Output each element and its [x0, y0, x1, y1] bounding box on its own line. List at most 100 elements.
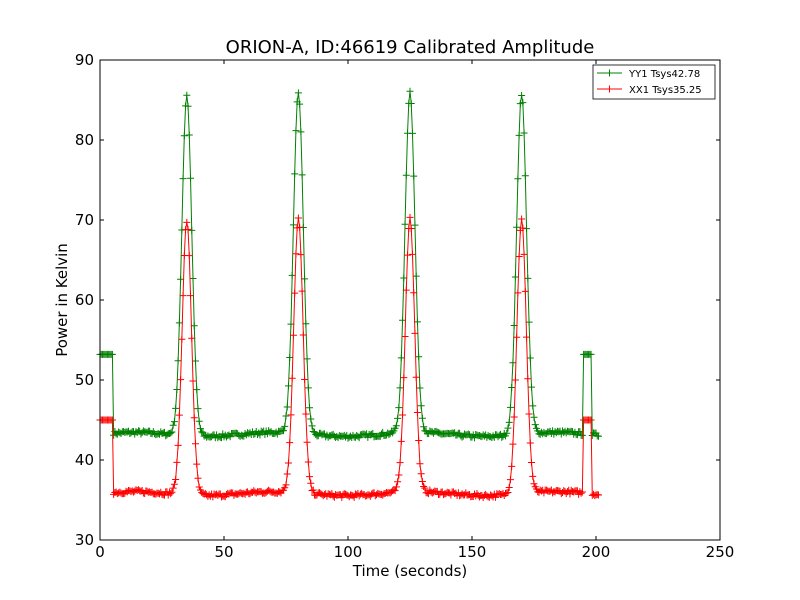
- y-tick-label: 40: [75, 451, 94, 469]
- data-point: [178, 335, 186, 343]
- plot-background: [100, 60, 720, 540]
- data-point: [531, 421, 539, 429]
- data-point: [173, 458, 181, 466]
- chart-title: ORION-A, ID:46619 Calibrated Amplitude: [226, 37, 595, 58]
- y-tick-label: 90: [75, 51, 94, 69]
- data-point: [594, 432, 602, 440]
- data-point: [175, 319, 183, 327]
- data-point: [514, 289, 522, 297]
- data-point: [506, 476, 514, 484]
- y-tick-label: 30: [75, 531, 94, 549]
- data-point: [309, 486, 317, 494]
- data-point: [286, 439, 294, 447]
- data-point: [168, 428, 176, 436]
- data-point: [289, 331, 297, 339]
- data-point: [299, 331, 307, 339]
- data-point: [415, 353, 423, 361]
- data-point: [195, 483, 203, 491]
- data-point: [392, 422, 400, 430]
- data-point: [284, 382, 292, 390]
- data-point: [504, 489, 512, 497]
- legend-box: [592, 64, 716, 100]
- data-point: [518, 91, 526, 99]
- data-point: [498, 433, 506, 441]
- x-axis-label: Time (seconds): [352, 562, 468, 580]
- data-point: [196, 425, 204, 433]
- data-point: [510, 413, 518, 421]
- data-point: [524, 375, 532, 383]
- data-point: [301, 375, 309, 383]
- data-point: [526, 439, 534, 447]
- data-point: [184, 225, 192, 233]
- data-point: [412, 272, 420, 280]
- data-point: [296, 100, 304, 108]
- data-point: [520, 129, 528, 137]
- data-point: [175, 411, 183, 419]
- data-point: [296, 223, 304, 231]
- data-point: [304, 384, 312, 392]
- data-point: [509, 440, 517, 448]
- data-point: [174, 357, 182, 365]
- data-point: [188, 334, 196, 342]
- data-point: [503, 429, 511, 437]
- data-point: [399, 316, 407, 324]
- data-point: [292, 127, 300, 135]
- data-point: [291, 170, 299, 178]
- data-point: [513, 333, 521, 341]
- data-point: [530, 413, 538, 421]
- data-point: [303, 355, 311, 363]
- data-point: [397, 354, 405, 362]
- data-point: [172, 475, 180, 483]
- data-point: [401, 332, 409, 340]
- data-point: [189, 377, 197, 385]
- data-point: [392, 483, 400, 491]
- data-point: [108, 416, 116, 424]
- legend-marker: [606, 69, 613, 77]
- data-point: [521, 172, 529, 180]
- legend-item: XX1 Tsys35.25: [597, 85, 702, 96]
- y-axis-label: Power in Kelvin: [53, 243, 71, 357]
- data-point: [291, 289, 299, 297]
- data-point: [406, 87, 414, 95]
- data-point: [286, 354, 294, 362]
- data-point: [298, 287, 306, 295]
- data-point: [179, 175, 187, 183]
- legend-items: YY1 Tsys42.78 XX1 Tsys35.25: [597, 69, 702, 96]
- data-point: [283, 470, 291, 478]
- data-point: [519, 99, 527, 107]
- data-point: [170, 480, 178, 488]
- data-point: [578, 431, 586, 439]
- data-point: [420, 423, 428, 431]
- data-point: [520, 250, 528, 258]
- plot-area: 0 50 100 150 200 250 30 40 50 60 70 80 90: [75, 51, 734, 561]
- data-point: [418, 414, 426, 422]
- data-point: [294, 89, 302, 97]
- data-point: [288, 374, 296, 382]
- data-point: [508, 383, 516, 391]
- data-point: [283, 403, 291, 411]
- data-point: [187, 174, 195, 182]
- data-point: [183, 91, 191, 99]
- data-point: [524, 274, 532, 282]
- data-point: [294, 214, 302, 222]
- data-point: [587, 350, 595, 358]
- legend-marker: [606, 85, 613, 93]
- data-point: [521, 287, 529, 295]
- data-point: [407, 99, 415, 107]
- data-point: [174, 441, 182, 449]
- data-point: [189, 274, 197, 282]
- data-point: [281, 484, 289, 492]
- series-layer: [96, 87, 602, 502]
- series-0: [96, 87, 602, 442]
- data-point: [306, 473, 314, 481]
- data-point: [307, 479, 315, 487]
- data-point: [525, 410, 533, 418]
- data-point: [303, 438, 311, 446]
- data-point: [410, 172, 418, 180]
- data-point: [169, 484, 177, 492]
- data-point: [402, 171, 410, 179]
- data-point: [301, 275, 309, 283]
- data-point: [511, 376, 519, 384]
- data-point: [172, 404, 180, 412]
